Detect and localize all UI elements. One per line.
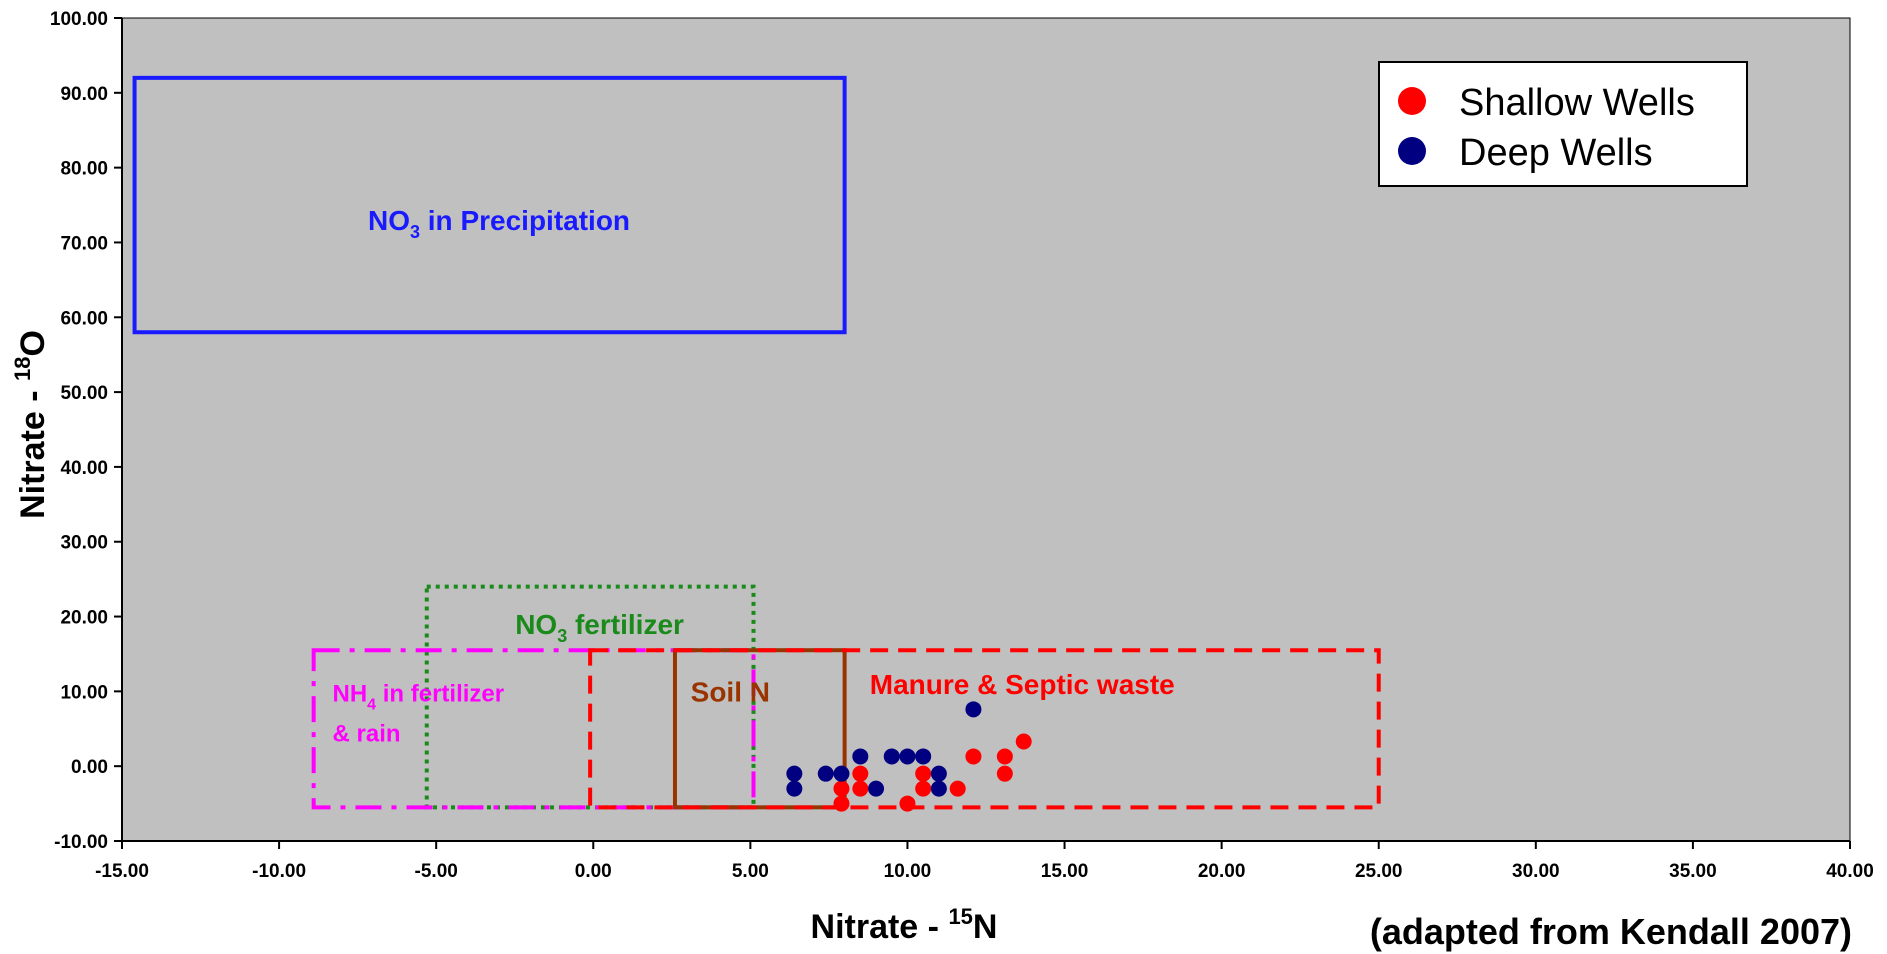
y-tick-label: -10.00 bbox=[54, 832, 108, 853]
region-manure bbox=[588, 648, 1381, 810]
point-shallow-wells bbox=[915, 780, 932, 797]
y-tick-label: 100.00 bbox=[50, 9, 108, 30]
legend: Shallow Wells Deep Wells bbox=[1378, 61, 1748, 187]
point-deep-wells bbox=[833, 765, 850, 782]
point-shallow-wells bbox=[996, 765, 1013, 782]
y-tick-label: 90.00 bbox=[60, 84, 108, 105]
point-deep-wells bbox=[899, 748, 916, 765]
y-tick-label: 40.00 bbox=[60, 458, 108, 479]
point-deep-wells bbox=[786, 765, 803, 782]
legend-marker-shallow-wells bbox=[1398, 87, 1426, 115]
x-tick-labels: -15.00 -10.00 -5.00 0.00 5.00 10.00 15.00 20.00… bbox=[95, 861, 1874, 882]
y-tick-label: 60.00 bbox=[60, 308, 108, 329]
x-tick-label: 30.00 bbox=[1512, 861, 1560, 882]
region-label-precip: NO3 in Precipitation bbox=[368, 205, 630, 242]
y-tick-label: 0.00 bbox=[71, 757, 108, 778]
point-shallow-wells bbox=[852, 765, 869, 782]
point-shallow-wells bbox=[833, 780, 850, 797]
x-tick-label: 10.00 bbox=[884, 861, 932, 882]
x-tick-label: 40.00 bbox=[1826, 861, 1874, 882]
y-tick-label: 30.00 bbox=[60, 533, 108, 554]
point-shallow-wells bbox=[852, 780, 869, 797]
x-tick-label: 5.00 bbox=[732, 861, 769, 882]
x-tick-label: 0.00 bbox=[575, 861, 612, 882]
point-shallow-wells bbox=[949, 780, 966, 797]
x-tick-label: 35.00 bbox=[1669, 861, 1717, 882]
y-tick-label: 10.00 bbox=[60, 682, 108, 703]
point-deep-wells bbox=[817, 765, 834, 782]
region-nh4 bbox=[311, 648, 756, 810]
point-shallow-wells bbox=[1015, 733, 1032, 750]
source-credit: (adapted from Kendall 2007) bbox=[1370, 911, 1852, 952]
legend-box bbox=[1378, 61, 1748, 187]
y-tick-label: 20.00 bbox=[60, 608, 108, 629]
y-tick-labels: -10.00 0.00 10.00 20.00 30.00 40.00 50.00 60.00… bbox=[50, 9, 108, 853]
source-regions: NO3 in Precipitation NO3 fertilizer NH4 in… bbox=[132, 75, 1381, 810]
point-deep-wells bbox=[930, 765, 947, 782]
region-precip bbox=[132, 75, 847, 335]
x-tick-label: -15.00 bbox=[95, 861, 149, 882]
legend-label-deep-wells: Deep Wells bbox=[1459, 132, 1653, 174]
x-tick-label: -5.00 bbox=[415, 861, 458, 882]
point-deep-wells bbox=[852, 748, 869, 765]
point-shallow-wells bbox=[899, 795, 916, 812]
point-shallow-wells bbox=[915, 765, 932, 782]
x-tick-label: 25.00 bbox=[1355, 861, 1403, 882]
point-deep-wells bbox=[883, 748, 900, 765]
x-axis-title: Nitrate - 15N bbox=[811, 904, 998, 946]
axes bbox=[114, 17, 1851, 849]
y-tick-label: 80.00 bbox=[60, 159, 108, 180]
legend-label-shallow-wells: Shallow Wells bbox=[1459, 82, 1695, 124]
legend-marker-deep-wells bbox=[1398, 137, 1426, 165]
region-label-manure: Manure & Septic waste bbox=[870, 669, 1175, 700]
y-axis-title: Nitrate - 18O bbox=[10, 330, 52, 519]
x-tick-label: 20.00 bbox=[1198, 861, 1246, 882]
y-tick-label: 50.00 bbox=[60, 383, 108, 404]
point-deep-wells bbox=[965, 701, 982, 718]
point-shallow-wells bbox=[965, 748, 982, 765]
point-shallow-wells bbox=[996, 748, 1013, 765]
region-label-nh4: NH4 in fertilizer bbox=[333, 680, 505, 713]
region-no3fert bbox=[424, 584, 756, 810]
point-shallow-wells bbox=[833, 795, 850, 812]
region-label-nh4-line2: & rain bbox=[333, 720, 401, 747]
point-deep-wells bbox=[786, 780, 803, 797]
region-label-no3fert: NO3 fertilizer bbox=[515, 609, 684, 646]
region-label-soil: Soil N bbox=[691, 676, 770, 707]
point-deep-wells bbox=[930, 780, 947, 797]
x-tick-label: 15.00 bbox=[1041, 861, 1089, 882]
y-tick-label: 70.00 bbox=[60, 233, 108, 254]
point-deep-wells bbox=[868, 780, 885, 797]
point-deep-wells bbox=[915, 748, 932, 765]
x-tick-label: -10.00 bbox=[252, 861, 306, 882]
data-points bbox=[786, 701, 1032, 812]
